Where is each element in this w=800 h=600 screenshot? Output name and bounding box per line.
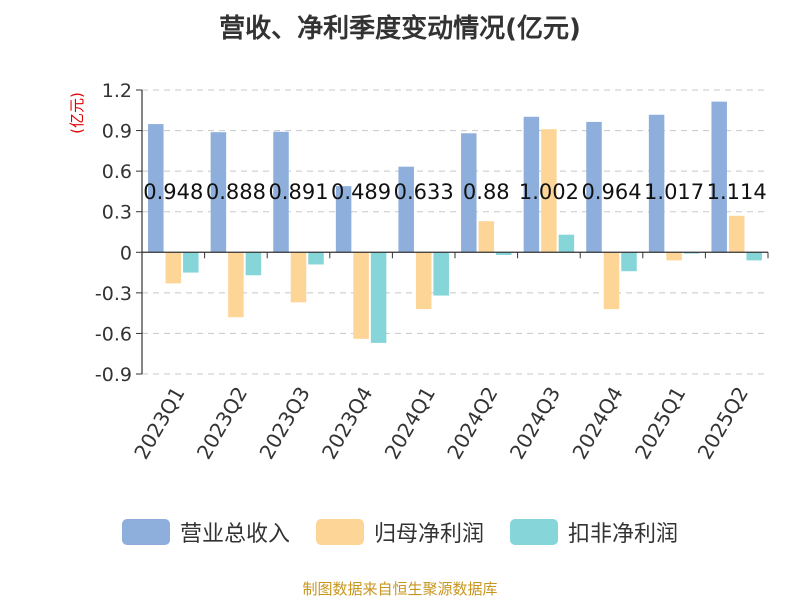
legend-item-parent-net-profit[interactable]: 归母净利润 [315,516,484,548]
y-tick-label: -0.3 [95,283,132,305]
data-label: 1.002 [519,180,579,204]
y-tick-label: 0.6 [102,161,132,183]
bar-营业总收入 [398,166,414,253]
bar-扣非净利润 [746,252,762,261]
bar-营业总收入 [273,131,289,253]
bar-归母净利润 [353,252,369,339]
bar-归母净利润 [478,221,495,253]
y-tick-label: 0 [120,242,132,264]
x-tick-label: 2024Q2 [442,383,502,464]
bar-扣非净利润 [621,252,637,272]
data-label: 0.964 [581,180,641,204]
x-tick-label: 2025Q1 [630,383,690,464]
x-tick-label: 2023Q1 [129,383,189,464]
bar-营业总收入 [648,114,665,253]
bar-归母净利润 [290,252,307,303]
bar-营业总收入 [210,132,227,253]
data-label: 0.891 [268,180,328,204]
bar-扣非净利润 [433,252,449,296]
legend-swatch-deducted-net-profit [510,519,558,545]
y-tick-label: -0.9 [95,364,132,386]
bar-归母净利润 [728,215,745,253]
bar-归母净利润 [228,252,244,318]
bar-营业总收入 [586,121,602,253]
bar-扣非净利润 [683,252,700,254]
chart-title: 营收、净利季度变动情况(亿元) [219,14,581,44]
legend-swatch-parent-net-profit [315,519,364,545]
bar-归母净利润 [541,129,557,253]
bar-扣非净利润 [370,252,387,343]
x-tick-label: 2023Q4 [317,383,377,464]
y-tick-label: 0.3 [102,202,132,224]
bar-归母净利润 [165,252,182,284]
x-tick-label: 2025Q2 [693,383,753,464]
x-tick-label: 2024Q3 [505,383,565,464]
bar-扣非净利润 [558,234,575,253]
bar-营业总收入 [711,101,727,253]
bar-扣非净利润 [245,252,262,276]
data-label: 1.114 [707,180,767,204]
legend-item-deducted-net-profit[interactable]: 扣非净利润 [510,516,678,548]
bar-归母净利润 [603,252,620,310]
data-label: 0.88 [463,180,510,204]
data-label: 0.489 [331,180,391,204]
data-label: 0.633 [394,180,454,204]
bar-营业总收入 [148,124,164,253]
data-label: 1.017 [644,180,704,204]
legend-item-revenue[interactable]: 营业总收入 [121,516,290,548]
x-tick-label: 2024Q1 [380,383,440,464]
legend-label-parent-net-profit: 归母净利润 [373,522,484,547]
bar-扣非净利润 [183,252,199,273]
bar-营业总收入 [335,186,352,253]
bar-扣非净利润 [308,252,324,265]
legend-swatch-revenue [121,519,170,545]
source-note: 制图数据来自恒生聚源数据库 [302,580,498,598]
bar-归母净利润 [666,252,682,261]
x-tick-label: 2023Q2 [192,383,252,464]
y-tick-label: 1.2 [102,80,132,102]
bar-营业总收入 [461,133,477,253]
legend-label-deducted-net-profit: 扣非净利润 [568,522,679,547]
bar-营业总收入 [523,116,540,253]
bar-扣非净利润 [496,252,512,255]
x-tick-label: 2023Q3 [254,383,314,464]
x-tick-label: 2024Q4 [567,383,627,464]
y-tick-label: -0.6 [95,323,132,345]
y-axis-label: (亿元) [68,92,86,134]
y-tick-label: 0.9 [102,121,132,143]
data-label: 0.948 [143,180,203,204]
legend-label-revenue: 营业总收入 [179,522,290,547]
data-label: 0.888 [206,180,266,204]
legend: 营业总收入 归母净利润 扣非净利润 [0,516,800,548]
bar-归母净利润 [415,252,432,310]
